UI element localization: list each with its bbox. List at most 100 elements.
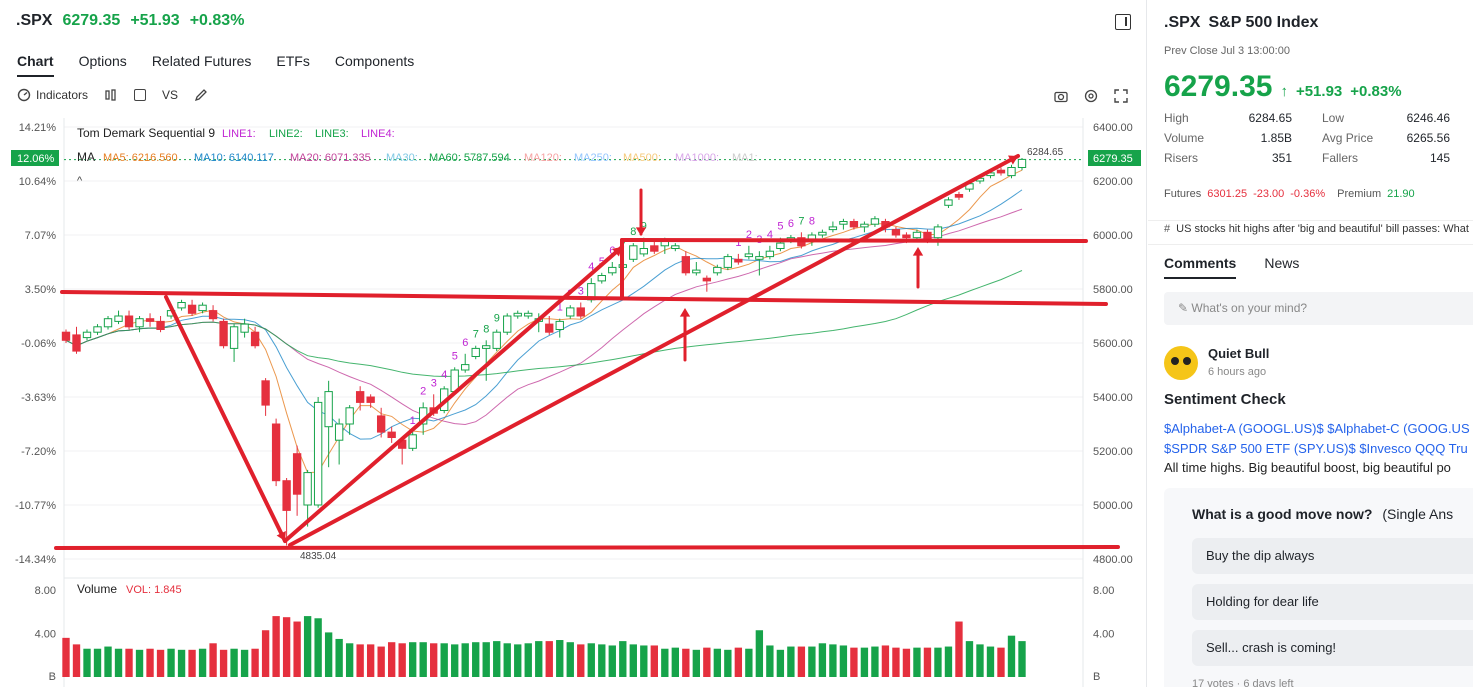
ma10-label: MA10: 6140.117 xyxy=(194,152,274,164)
indicators-button[interactable]: Indicators xyxy=(17,88,88,102)
comment-composer[interactable]: ✎ What's on your mind? xyxy=(1164,292,1473,325)
candle-body xyxy=(1007,167,1016,177)
post-username[interactable]: Quiet Bull xyxy=(1208,346,1270,361)
panel-price: 6279.35 xyxy=(1164,70,1273,103)
fullscreen-icon[interactable] xyxy=(1114,89,1128,103)
stat-value: 6265.56 xyxy=(1406,131,1450,145)
price-chart[interactable]: 14.21% 10.64% 7.07% 3.50% -0.06% -3.63% -7.20%… xyxy=(0,0,1147,687)
candle-body xyxy=(828,226,838,231)
ma20-label: MA20: 6071.335 xyxy=(290,152,371,164)
volume-bar xyxy=(135,649,144,677)
candle-body xyxy=(566,307,575,317)
candle-body xyxy=(72,334,81,352)
candle-body xyxy=(324,391,333,428)
ma-label: MA xyxy=(77,150,95,164)
td-seq-label: 7 xyxy=(473,329,479,341)
volume-bar xyxy=(661,648,669,677)
volume-bar xyxy=(461,643,469,677)
candle-body xyxy=(912,231,922,239)
candle-body xyxy=(303,472,312,506)
candle-body xyxy=(839,221,848,225)
line2-label: LINE2: xyxy=(269,128,303,140)
td-seq-label: 9 xyxy=(494,313,500,325)
volume-bar xyxy=(261,630,270,677)
volume-bar xyxy=(524,643,532,677)
candle-body xyxy=(261,380,270,406)
td-seq-label: 4 xyxy=(588,261,594,273)
draw-button[interactable] xyxy=(194,88,208,102)
poll-option[interactable]: Sell... crash is coming! xyxy=(1192,630,1473,666)
candle-body xyxy=(145,318,155,322)
post-tickers[interactable]: $Alphabet-A (GOOGL.US)$ $Alphabet-C (GOO… xyxy=(1164,419,1473,459)
candle-body xyxy=(597,275,606,282)
arrowhead xyxy=(612,247,622,257)
volume-bar xyxy=(1018,641,1026,677)
news-headline-row[interactable]: # US stocks hit highs after 'big and beau… xyxy=(1148,220,1473,235)
candle-body xyxy=(860,223,869,228)
poll-question-text: What is a good move now? xyxy=(1192,506,1373,522)
settings-icon[interactable] xyxy=(1084,89,1098,103)
td-seq-label: 2 xyxy=(420,385,426,397)
candle-body xyxy=(408,434,417,449)
pencil-icon: ✎ xyxy=(1178,301,1192,315)
td-seq-label: 8 xyxy=(483,323,489,335)
candle-body xyxy=(93,326,102,333)
tab-components[interactable]: Components xyxy=(334,53,415,69)
collapse-panel-icon[interactable] xyxy=(1115,14,1131,30)
tab-options[interactable]: Options xyxy=(78,53,127,69)
volume-bar xyxy=(1007,635,1016,677)
candle-body xyxy=(629,245,638,260)
poll-option[interactable]: Buy the dip always xyxy=(1192,538,1473,574)
volume-bar xyxy=(114,648,123,677)
candle-body xyxy=(292,453,302,495)
candle-body xyxy=(555,320,564,330)
prev-close: Prev Close Jul 3 13:00:00 xyxy=(1164,45,1290,57)
volume-bar xyxy=(156,649,165,677)
avatar[interactable] xyxy=(1164,346,1198,380)
volume-bar xyxy=(303,616,312,677)
ma500-label: MA500: xyxy=(623,152,661,164)
post-author[interactable]: Quiet Bull 6 hours ago xyxy=(1164,346,1269,380)
candle-body xyxy=(503,315,512,333)
volume-bar xyxy=(682,648,690,677)
candle-type-button[interactable] xyxy=(104,88,118,102)
tickers-line[interactable]: $SPDR S&P 500 ETF (SPY.US)$ $Invesco QQQ… xyxy=(1164,441,1468,456)
high-label: 6284.65 xyxy=(1027,147,1064,158)
tab-news[interactable]: News xyxy=(1264,255,1300,271)
futures-row[interactable]: Futures 6301.25 -23.00 -0.36% Premium 21… xyxy=(1164,188,1415,200)
volume-tick-label: 8.00 xyxy=(1093,585,1114,597)
tab-related-futures[interactable]: Related Futures xyxy=(151,53,252,69)
ma5-line xyxy=(65,169,1023,474)
layout-button[interactable] xyxy=(134,89,147,101)
post-body: All time highs. Big beautiful boost, big… xyxy=(1164,460,1451,475)
header-change: +51.93 xyxy=(130,12,180,29)
quote-header: .SPX 6279.35 +51.93 +0.83% xyxy=(16,12,244,30)
stat-label: High xyxy=(1164,111,1189,125)
volume-bar xyxy=(976,644,984,677)
arrowhead xyxy=(1008,155,1018,165)
compare-button[interactable]: VS xyxy=(162,88,178,102)
price-tick-label: 6000.00 xyxy=(1093,230,1133,242)
td-seq-label: 8 xyxy=(630,226,636,238)
tab-chart[interactable]: Chart xyxy=(17,53,54,77)
line4-label: LINE4: xyxy=(361,128,395,140)
td-seq-label: 9 xyxy=(641,221,647,233)
tab-comments[interactable]: Comments xyxy=(1164,255,1237,279)
post-title[interactable]: Sentiment Check xyxy=(1164,391,1286,408)
camera-icon[interactable] xyxy=(1054,89,1068,103)
tab-etfs[interactable]: ETFs xyxy=(276,53,310,69)
annotation-line xyxy=(164,295,287,543)
collapse-legend-icon[interactable]: ^ xyxy=(77,175,83,187)
candle-body xyxy=(376,415,386,433)
volume-value: VOL: 1.845 xyxy=(126,584,182,596)
tickers-line[interactable]: $Alphabet-A (GOOGL.US)$ $Alphabet-C (GOO… xyxy=(1164,421,1470,436)
candle-body xyxy=(156,320,165,330)
panel-name: S&P 500 Index xyxy=(1208,14,1319,31)
volume-bar xyxy=(345,643,354,677)
price-tick-label: 5200.00 xyxy=(1093,446,1133,458)
arrowhead xyxy=(635,227,647,236)
stat-label: Avg Price xyxy=(1322,131,1374,145)
candle-body xyxy=(135,318,144,328)
poll-option[interactable]: Holding for dear life xyxy=(1192,584,1473,620)
square-icon xyxy=(134,89,147,101)
